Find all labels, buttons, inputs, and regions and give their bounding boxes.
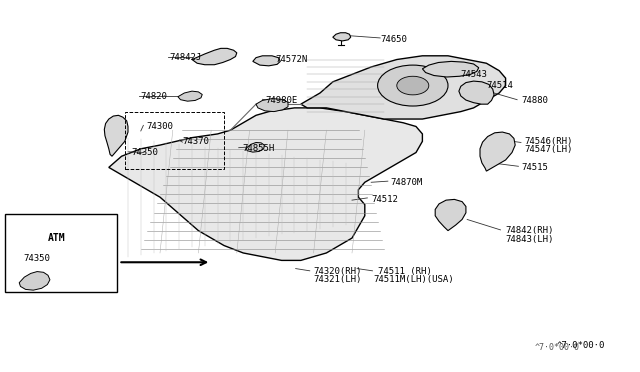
Polygon shape (178, 91, 202, 101)
Polygon shape (435, 199, 466, 231)
Text: 74511M(LH)(USA): 74511M(LH)(USA) (373, 275, 454, 284)
Text: 74650: 74650 (381, 35, 408, 44)
Polygon shape (459, 81, 494, 104)
Text: ATM: ATM (47, 233, 65, 243)
Text: 74511 (RH): 74511 (RH) (378, 267, 431, 276)
Text: 74980E: 74980E (266, 96, 298, 105)
Circle shape (378, 65, 448, 106)
Polygon shape (246, 142, 264, 152)
Text: 74321(LH): 74321(LH) (314, 275, 362, 284)
Polygon shape (104, 115, 128, 156)
Polygon shape (192, 48, 237, 65)
Polygon shape (253, 56, 280, 66)
Bar (125, 112, 224, 169)
Polygon shape (19, 272, 50, 290)
Bar (5, 214, 117, 292)
Text: 74350: 74350 (131, 148, 158, 157)
Text: 74546(RH): 74546(RH) (525, 137, 573, 146)
Text: 74515: 74515 (522, 163, 548, 172)
Polygon shape (301, 56, 506, 119)
Text: 74855H: 74855H (242, 144, 274, 153)
Text: 74572N: 74572N (275, 55, 307, 64)
Text: 74842(RH): 74842(RH) (506, 226, 554, 235)
Text: 74350: 74350 (24, 254, 51, 263)
Text: 74843(LH): 74843(LH) (506, 235, 554, 244)
Text: 74514: 74514 (486, 81, 513, 90)
Polygon shape (333, 33, 351, 41)
Text: 74320(RH): 74320(RH) (314, 267, 362, 276)
Text: 74842J: 74842J (170, 53, 202, 62)
Circle shape (397, 76, 429, 95)
Polygon shape (422, 61, 479, 77)
Text: 74547(LH): 74547(LH) (525, 145, 573, 154)
Polygon shape (480, 132, 515, 171)
Text: ^7·0*00·0: ^7·0*00·0 (534, 343, 579, 352)
Text: 74870M: 74870M (390, 178, 422, 187)
Text: 74512: 74512 (371, 195, 398, 203)
Polygon shape (256, 99, 288, 112)
Text: 74370: 74370 (182, 137, 209, 146)
Text: 74543: 74543 (461, 70, 488, 79)
Text: ATM: ATM (56, 234, 72, 243)
Text: ^7·0*00·0: ^7·0*00·0 (557, 341, 605, 350)
Polygon shape (109, 108, 422, 260)
Text: 74880: 74880 (522, 96, 548, 105)
Text: 74820: 74820 (141, 92, 168, 101)
Text: 74350: 74350 (46, 254, 73, 263)
Text: 74300: 74300 (146, 122, 173, 131)
